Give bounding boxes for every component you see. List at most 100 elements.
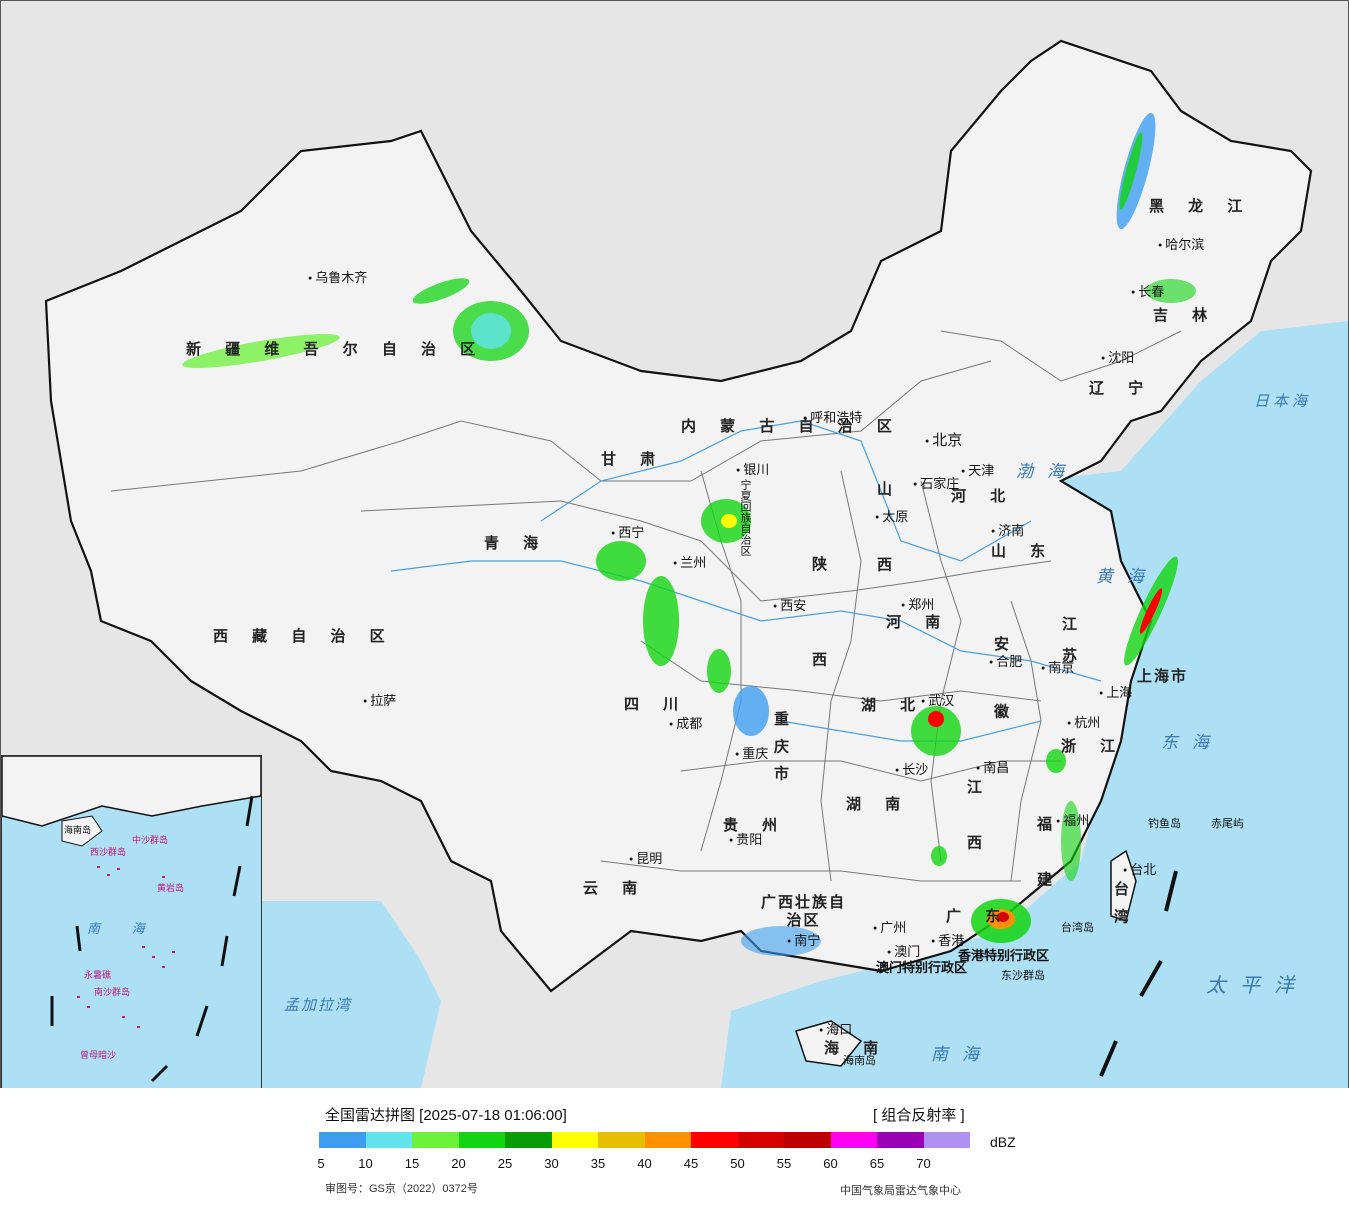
province-yunnan: 云 南 <box>583 880 648 897</box>
echo-jiangsu-core <box>1139 588 1163 634</box>
sea-pacific: 太平洋 <box>1206 975 1308 997</box>
nine-dash-line <box>1099 870 1178 1077</box>
echo-qinghai <box>596 541 646 581</box>
echo-xinjiang-2 <box>471 313 511 349</box>
province-guangdong: 广 东 <box>946 908 1011 925</box>
city-yinchuan: 银川 <box>736 463 769 476</box>
sea-yellow: 黄海 <box>1096 567 1158 586</box>
legend-product: [ 组合反射率 ] <box>873 1107 965 1124</box>
inset-land <box>2 756 261 827</box>
city-shijiazhuang: 石家庄 <box>913 477 959 490</box>
province-heilongjiang: 黑 龙 江 <box>1149 198 1253 215</box>
inset-dash-line <box>50 795 254 1083</box>
legend-swatch <box>598 1132 645 1148</box>
legend-swatch <box>877 1132 924 1148</box>
city-guiyang: 贵阳 <box>729 833 762 846</box>
province-hunan: 湖 南 <box>846 796 911 813</box>
inset-label-zengmu: 曾母暗沙 <box>80 1050 117 1060</box>
legend-swatch <box>551 1132 598 1148</box>
province-guizhou: 贵 州 <box>723 817 788 834</box>
city-xian: 西安 <box>773 599 806 612</box>
city-taiyuan: 太原 <box>875 510 908 523</box>
province-fujian: 福 建 <box>1035 816 1052 905</box>
legend-swatch <box>365 1132 412 1148</box>
legend-tick-label: 70 <box>916 1156 931 1171</box>
sea-south: 南海 <box>931 1045 993 1064</box>
legend-tick-label: 30 <box>544 1156 559 1171</box>
sea-east: 东海 <box>1161 733 1223 752</box>
inset-label-zhongsha: 中沙群岛 <box>132 835 169 845</box>
inset-canvas <box>2 756 261 1083</box>
province-xizang: 西 藏 自 治 区 <box>213 628 395 645</box>
city-hefei: 合肥 <box>989 655 1022 668</box>
inset-label-hainan: 海南岛 <box>64 825 92 835</box>
city-xining: 西宁 <box>611 526 644 539</box>
legend-swatch <box>691 1132 738 1148</box>
rivers <box>390 420 1102 742</box>
city-jinan: 济南 <box>991 524 1024 537</box>
inset-label-huangyan: 黄岩岛 <box>157 883 185 893</box>
legend-swatch <box>923 1132 970 1148</box>
island-chiwei: 赤尾屿 <box>1211 818 1244 830</box>
province-borders <box>110 330 1182 882</box>
legend-panel: 全国雷达拼图 [2025-07-18 01:06:00] [ 组合反射率 ] d… <box>0 1088 1349 1208</box>
inset-hainan <box>61 815 103 847</box>
echo-heilongjiang-2 <box>1119 132 1143 210</box>
legend-color-bar <box>319 1132 970 1148</box>
legend-tick-label: 20 <box>451 1156 466 1171</box>
city-guangzhou: 广州 <box>873 921 906 934</box>
city-nanjing: 南京 <box>1041 661 1074 674</box>
city-nanning: 南宁 <box>787 934 820 947</box>
city-kunming: 昆明 <box>629 852 662 865</box>
bay-of-bengal <box>261 901 441 1088</box>
island-diaoyu: 钓鱼岛 <box>1148 818 1181 830</box>
city-hongkong: 香港 <box>931 934 964 947</box>
city-chongqing: 重庆 <box>735 747 768 760</box>
legend-swatch <box>505 1132 552 1148</box>
echo-guangdong-center <box>997 912 1009 922</box>
echo-sichuan <box>643 576 679 666</box>
legend-swatch <box>412 1132 459 1148</box>
echo-xinjiang-3 <box>182 333 340 369</box>
legend-swatch <box>644 1132 691 1148</box>
inset-islands <box>77 866 175 1028</box>
city-beijing: 北京 <box>925 433 962 448</box>
province-taiwan: 台 湾 <box>1112 881 1129 928</box>
city-changchun: 长春 <box>1131 285 1164 298</box>
city-hohhot: 呼和浩特 <box>803 411 862 424</box>
east-sea-area <box>721 321 1348 1088</box>
sea-bengal: 孟加拉湾 <box>284 997 353 1014</box>
inset-label-xisha: 西沙群岛 <box>90 847 127 857</box>
city-tianjin: 天津 <box>961 464 994 477</box>
city-taipei: 台北 <box>1123 863 1156 876</box>
province-hebei: 河 北 <box>951 488 1016 505</box>
city-lanzhou: 兰州 <box>673 556 706 569</box>
province-shanxi: 山 西 <box>875 481 892 600</box>
island-hainan: 海南岛 <box>843 1055 876 1067</box>
city-nanchang: 南昌 <box>976 761 1009 774</box>
echo-xinjiang-4 <box>412 278 470 304</box>
legend-swatch <box>784 1132 831 1148</box>
region-hk: 香港特别行政区 <box>958 948 1050 963</box>
province-liaoning: 辽 宁 <box>1089 380 1154 397</box>
issuer: 中国气象局雷达气象中心 <box>840 1185 961 1197</box>
city-zhengzhou: 郑州 <box>901 598 934 611</box>
province-zhejiang: 浙 江 <box>1061 738 1126 755</box>
city-macao: 澳门 <box>887 945 920 958</box>
province-xinjiang: 新 疆 维 吾 尔 自 治 区 <box>186 341 486 358</box>
inset-label-south-sea: 南 海 <box>87 921 159 936</box>
legend-tick-label: 10 <box>358 1156 373 1171</box>
province-sichuan: 四 川 <box>624 696 689 713</box>
sea-bohai: 渤海 <box>1016 462 1078 481</box>
echo-zhejiang <box>1046 749 1066 773</box>
province-henan: 河 南 <box>886 614 951 631</box>
legend-tick-label: 35 <box>590 1156 606 1171</box>
city-lhasa: 拉萨 <box>363 694 396 707</box>
legend-tick-label: 45 <box>683 1156 699 1171</box>
island-taiwan: 台湾岛 <box>1061 922 1094 934</box>
province-qinghai: 青 海 <box>484 535 549 552</box>
province-ningxia: 宁夏回族自治区 <box>739 479 751 556</box>
legend-tick-label: 55 <box>776 1156 792 1171</box>
city-shanghai: 上海 <box>1099 686 1132 699</box>
province-jiangsu: 江 苏 <box>1060 616 1077 669</box>
